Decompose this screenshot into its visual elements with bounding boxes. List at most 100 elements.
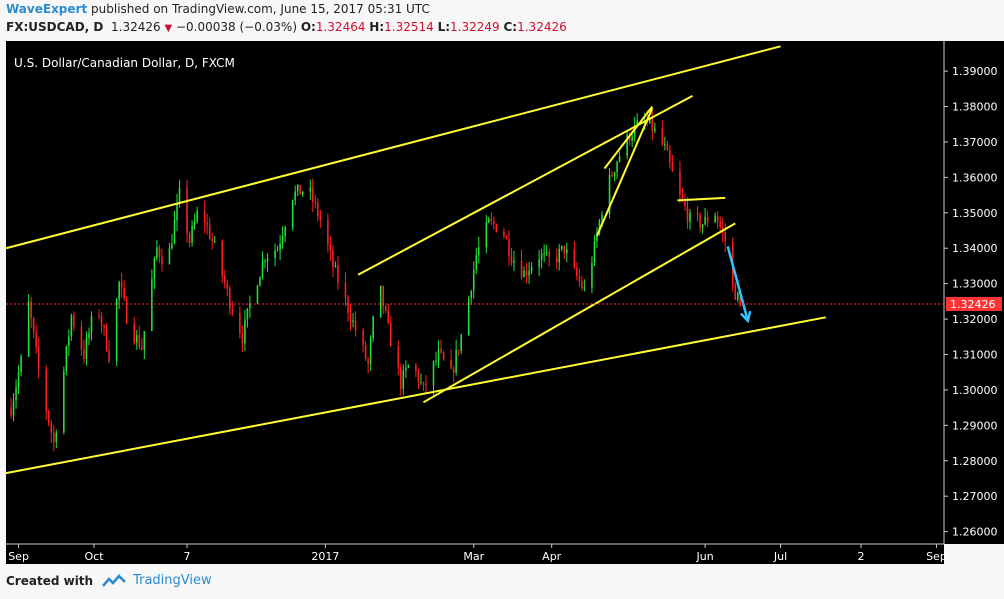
price-axis: [944, 41, 1004, 544]
candle-body: [555, 257, 558, 263]
candle-body: [618, 156, 621, 162]
last-price-value: 1.32426: [111, 20, 161, 34]
x-tick-label: 2017: [311, 550, 339, 563]
candle-body: [576, 267, 578, 277]
candle-body: [669, 150, 671, 163]
y-tick-label: 1.32000: [952, 313, 998, 326]
candle-body: [105, 327, 108, 351]
candle-body: [724, 232, 726, 242]
candle-body: [379, 285, 382, 317]
candle-body: [319, 215, 322, 220]
candle-body: [30, 301, 32, 319]
change-value: −0.00038 (−0.03%): [175, 20, 298, 34]
candle-body: [566, 249, 568, 254]
candle-body: [32, 318, 35, 333]
candle-body: [226, 283, 229, 289]
candle-body: [467, 298, 470, 336]
candle-body: [103, 325, 105, 328]
candle-body: [593, 241, 596, 263]
candle-body: [387, 310, 390, 323]
candle-body: [470, 290, 473, 299]
candle-body: [208, 224, 211, 239]
candle-body: [239, 313, 241, 334]
candle-body: [347, 297, 349, 314]
candle-body: [327, 219, 329, 245]
candle-body: [495, 224, 498, 232]
candle-body: [573, 249, 576, 268]
candle-body: [505, 236, 508, 239]
candle-body: [540, 253, 543, 260]
candle-body: [98, 315, 100, 317]
candle-body: [626, 134, 628, 157]
candle-body: [684, 200, 686, 207]
candle-body: [719, 221, 721, 227]
candle-body: [45, 368, 48, 412]
open-label: O:: [300, 20, 316, 34]
candle-body: [133, 323, 136, 343]
candle-body: [503, 231, 505, 237]
candle-body: [631, 136, 633, 141]
candle-body: [108, 350, 110, 362]
candle-body: [334, 265, 337, 267]
candle-body: [244, 319, 246, 344]
trendline: [677, 196, 726, 202]
candle-body: [88, 332, 90, 339]
candle-body: [47, 411, 50, 424]
candle-body: [27, 301, 30, 357]
candle-body: [83, 349, 85, 359]
author-link[interactable]: WaveExpert: [6, 2, 88, 16]
candle-body: [312, 187, 314, 202]
candle-body: [440, 348, 442, 353]
candle-body: [664, 144, 666, 146]
candle-body: [156, 247, 158, 259]
candle-body: [472, 269, 475, 291]
candle-body: [457, 350, 460, 352]
candle-body: [583, 287, 586, 289]
candle-body: [276, 249, 279, 251]
candle-body: [314, 201, 317, 203]
y-tick-label: 1.26000: [952, 526, 998, 539]
down-triangle-icon: ▼: [164, 23, 173, 34]
candle-body: [548, 252, 550, 258]
candle-body: [125, 298, 128, 324]
candle-body: [425, 383, 427, 386]
symbol-label: FX:USDCAD, D: [6, 20, 104, 34]
trendline: [596, 107, 654, 237]
candle-body: [73, 315, 75, 327]
candle-body: [171, 243, 173, 249]
candle-body: [520, 260, 523, 278]
candle-body: [696, 212, 699, 216]
time-axis: [6, 544, 944, 564]
candle-body: [158, 247, 161, 258]
candle-body: [415, 365, 417, 372]
candle-body: [50, 423, 53, 433]
candle-body: [20, 356, 22, 373]
candle-body: [337, 265, 339, 283]
x-tick-label: Apr: [542, 550, 562, 563]
candle-body: [689, 212, 691, 222]
candle-body: [716, 215, 719, 222]
candles: [10, 109, 742, 452]
price-chart[interactable]: 1.26000 1.27000 1.28000 1.29000 1.30000 1.310…: [0, 41, 1004, 566]
tradingview-brand-link[interactable]: TradingView: [133, 573, 212, 588]
y-tick-label: 1.39000: [952, 65, 998, 78]
candle-body: [203, 210, 206, 223]
candle-body: [176, 203, 178, 221]
x-tick-label: 2: [858, 550, 865, 563]
candle-body: [213, 241, 216, 243]
candle-body: [545, 252, 548, 254]
candle-body: [422, 382, 425, 384]
candle-body: [701, 224, 704, 228]
close-label: C:: [503, 20, 518, 34]
candle-body: [628, 134, 631, 141]
candle-body: [367, 359, 369, 364]
candle-body: [135, 335, 138, 343]
y-tick-label: 1.34000: [952, 242, 998, 255]
candle-body: [611, 174, 613, 177]
candle-body: [344, 282, 347, 298]
candle-body: [578, 276, 581, 282]
low-value: 1.32249: [450, 20, 500, 34]
created-with-label: Created with: [6, 573, 94, 588]
candle-body: [274, 250, 276, 258]
high-label: H:: [369, 20, 385, 34]
